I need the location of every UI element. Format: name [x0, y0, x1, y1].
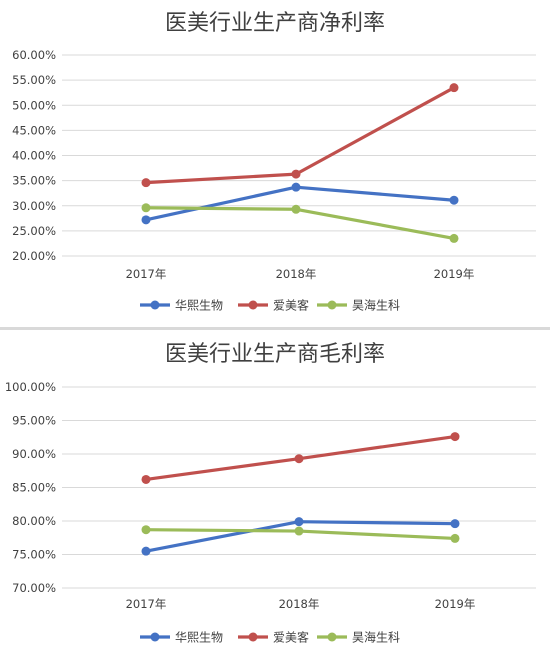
data-point	[294, 526, 304, 536]
data-point	[291, 169, 301, 179]
y-tick-label: 20.00%	[12, 249, 56, 263]
data-point	[449, 195, 459, 205]
legend-item: 昊海生科	[317, 298, 400, 313]
y-tick-label: 55.00%	[12, 73, 56, 87]
series-line-2	[144, 86, 456, 185]
y-tick-label: 80.00%	[12, 514, 56, 528]
legend-swatch-marker	[248, 300, 258, 310]
data-point	[141, 474, 151, 484]
legend-swatch-marker	[150, 300, 160, 310]
x-tick-label: 2017年	[126, 267, 167, 281]
data-point	[141, 546, 151, 556]
y-tick-label: 50.00%	[12, 98, 56, 112]
data-point	[291, 204, 301, 214]
y-tick-label: 30.00%	[12, 199, 56, 213]
data-point	[450, 432, 460, 442]
data-point	[449, 83, 459, 93]
legend-label: 华熙生物	[175, 631, 223, 645]
y-tick-label: 40.00%	[12, 149, 56, 163]
panel-divider	[0, 327, 550, 330]
y-tick-label: 25.00%	[12, 224, 56, 238]
x-tick-label: 2018年	[276, 267, 317, 281]
data-point	[294, 454, 304, 464]
legend-item: 华熙生物	[140, 631, 223, 645]
legend-swatch-marker	[327, 632, 337, 642]
data-point	[141, 178, 151, 188]
y-tick-label: 45.00%	[12, 123, 56, 137]
legend-swatch-marker	[248, 632, 258, 642]
x-tick-label: 2017年	[126, 597, 167, 611]
chart-title: 医美行业生产商毛利率	[165, 342, 385, 367]
y-tick-label: 75.00%	[12, 548, 56, 562]
data-point	[450, 533, 460, 543]
data-point	[141, 215, 151, 225]
y-tick-label: 90.00%	[12, 447, 56, 461]
legend-label: 华熙生物	[175, 299, 223, 313]
gross-margin-chart: 医美行业生产商毛利率 100.00% 95.00% 90.00% 85.00% 80.0…	[5, 342, 536, 645]
series-line-1	[144, 185, 456, 222]
y-tick-label: 100.00%	[5, 380, 56, 394]
y-tick-label: 85.00%	[12, 481, 56, 495]
gross-margin-chart-panel: 医美行业生产商毛利率 100.00% 95.00% 90.00% 85.00% 80.0…	[0, 330, 550, 658]
net-margin-chart: 医美行业生产商净利率 60.00% 55.00% 50.00% 45.00% 40.00…	[12, 11, 536, 313]
y-tick-label: 60.00%	[12, 48, 56, 62]
x-tick-label: 2018年	[279, 597, 320, 611]
net-margin-chart-panel: 医美行业生产商净利率 60.00% 55.00% 50.00% 45.00% 40.00…	[0, 0, 550, 327]
legend-item: 昊海生科	[317, 630, 400, 645]
y-tick-label: 35.00%	[12, 174, 56, 188]
x-tick-label: 2019年	[434, 267, 475, 281]
chart-title: 医美行业生产商净利率	[165, 11, 385, 36]
data-point	[141, 203, 151, 213]
legend-item: 爱美客	[238, 298, 309, 313]
legend-swatch-marker	[150, 632, 160, 642]
data-point	[294, 517, 304, 527]
data-point	[141, 525, 151, 535]
data-point	[449, 233, 459, 243]
legend-item: 华熙生物	[140, 299, 223, 313]
legend-label: 昊海生科	[352, 298, 400, 313]
series-line-3	[144, 206, 456, 241]
legend-label: 昊海生科	[352, 630, 400, 645]
data-point	[450, 519, 460, 529]
legend-swatch-marker	[327, 300, 337, 310]
legend-item: 爱美客	[238, 630, 309, 645]
data-point	[291, 182, 301, 192]
legend-label: 爱美客	[273, 298, 309, 313]
legend-label: 爱美客	[273, 630, 309, 645]
y-tick-label: 70.00%	[12, 581, 56, 595]
x-tick-label: 2019年	[435, 597, 476, 611]
y-tick-label: 95.00%	[12, 414, 56, 428]
